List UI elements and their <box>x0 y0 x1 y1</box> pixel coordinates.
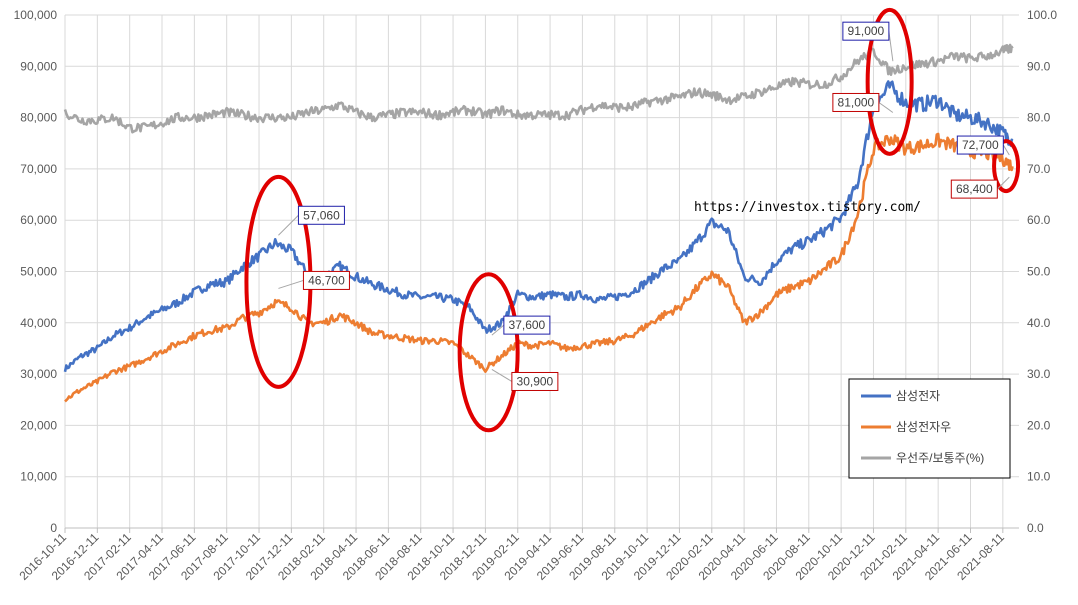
y-right-tick-label: 0.0 <box>1027 521 1044 535</box>
callout-box <box>832 92 880 112</box>
y-left-tick-label: 40,000 <box>20 316 57 330</box>
callout-label: 57,060 <box>303 208 340 222</box>
callout-box <box>302 270 350 290</box>
y-left-tick-label: 10,000 <box>20 470 57 484</box>
legend-label: 우선주/보통주(%) <box>896 451 984 465</box>
y-right-tick-label: 100.0 <box>1027 8 1057 22</box>
legend-label: 삼성전자우 <box>896 420 951 434</box>
callout-leader <box>491 369 513 382</box>
callout-label: 37,600 <box>509 318 546 332</box>
y-left-tick-label: 20,000 <box>20 418 57 432</box>
x-axis: 2016-10-112016-12-112017-02-112017-04-11… <box>16 527 1019 583</box>
y-left-tick-label: 50,000 <box>20 265 57 279</box>
callout-box <box>511 371 559 391</box>
callout-label: 68,400 <box>956 182 993 196</box>
y-left-tick-label: 100,000 <box>14 8 58 22</box>
callout-leader <box>491 324 505 336</box>
y-right-tick-label: 20.0 <box>1027 418 1051 432</box>
y-left-tick-label: 90,000 <box>20 59 57 73</box>
callout-label: 91,000 <box>848 24 885 38</box>
highlight-ellipse <box>992 139 1021 194</box>
y-right-tick-label: 10.0 <box>1027 470 1051 484</box>
series-line-2 <box>63 43 1014 134</box>
series-line-0 <box>63 80 1014 373</box>
highlight-ellipse <box>457 272 520 433</box>
y-left-tick-label: 60,000 <box>20 213 57 227</box>
y-left-tick-label: 30,000 <box>20 367 57 381</box>
callout-leader <box>996 176 1010 190</box>
series-line-1 <box>64 132 1014 403</box>
callout-box <box>956 135 1004 155</box>
callout-label: 30,900 <box>517 374 554 388</box>
callout-labels: 57,060 46,700 37,600 30,900 91,000 81,000 72,7… <box>278 21 1010 391</box>
y-right-tick-label: 80.0 <box>1027 111 1051 125</box>
y-left-tick-label: 80,000 <box>20 111 57 125</box>
callout-label: 46,700 <box>308 273 345 287</box>
callout-label: 81,000 <box>838 95 875 109</box>
y-right-tick-label: 90.0 <box>1027 59 1051 73</box>
callout-leader <box>1002 144 1010 156</box>
y-right-tick-label: 70.0 <box>1027 162 1051 176</box>
highlight-ellipse <box>865 7 914 156</box>
y-axis-right: 0.0 10.0 20.0 30.0 40.0 50.0 60.0 70.0 80.0 90.0 1… <box>1027 8 1057 535</box>
y-axis-left: 0 10,000 20,000 30,000 40,000 50,000 60,000 70,… <box>14 8 58 535</box>
legend-label: 삼성전자 <box>896 389 940 403</box>
y-left-tick-label: 0 <box>50 521 57 535</box>
callout-leader <box>278 279 304 289</box>
y-left-tick-label: 70,000 <box>20 162 57 176</box>
callout-box <box>842 21 890 41</box>
callout-leader <box>278 214 299 236</box>
callout-label: 72,700 <box>962 138 999 152</box>
callout-box <box>503 315 551 335</box>
y-right-tick-label: 60.0 <box>1027 213 1051 227</box>
callout-box <box>297 205 345 225</box>
y-right-tick-label: 40.0 <box>1027 316 1051 330</box>
y-right-tick-label: 50.0 <box>1027 265 1051 279</box>
callout-leader <box>888 31 894 62</box>
y-right-tick-label: 30.0 <box>1027 367 1051 381</box>
callout-leader <box>878 102 894 113</box>
callout-box <box>950 179 998 199</box>
watermark-url: https://investox.tistory.com/ <box>694 200 921 215</box>
series-lines <box>63 43 1014 403</box>
